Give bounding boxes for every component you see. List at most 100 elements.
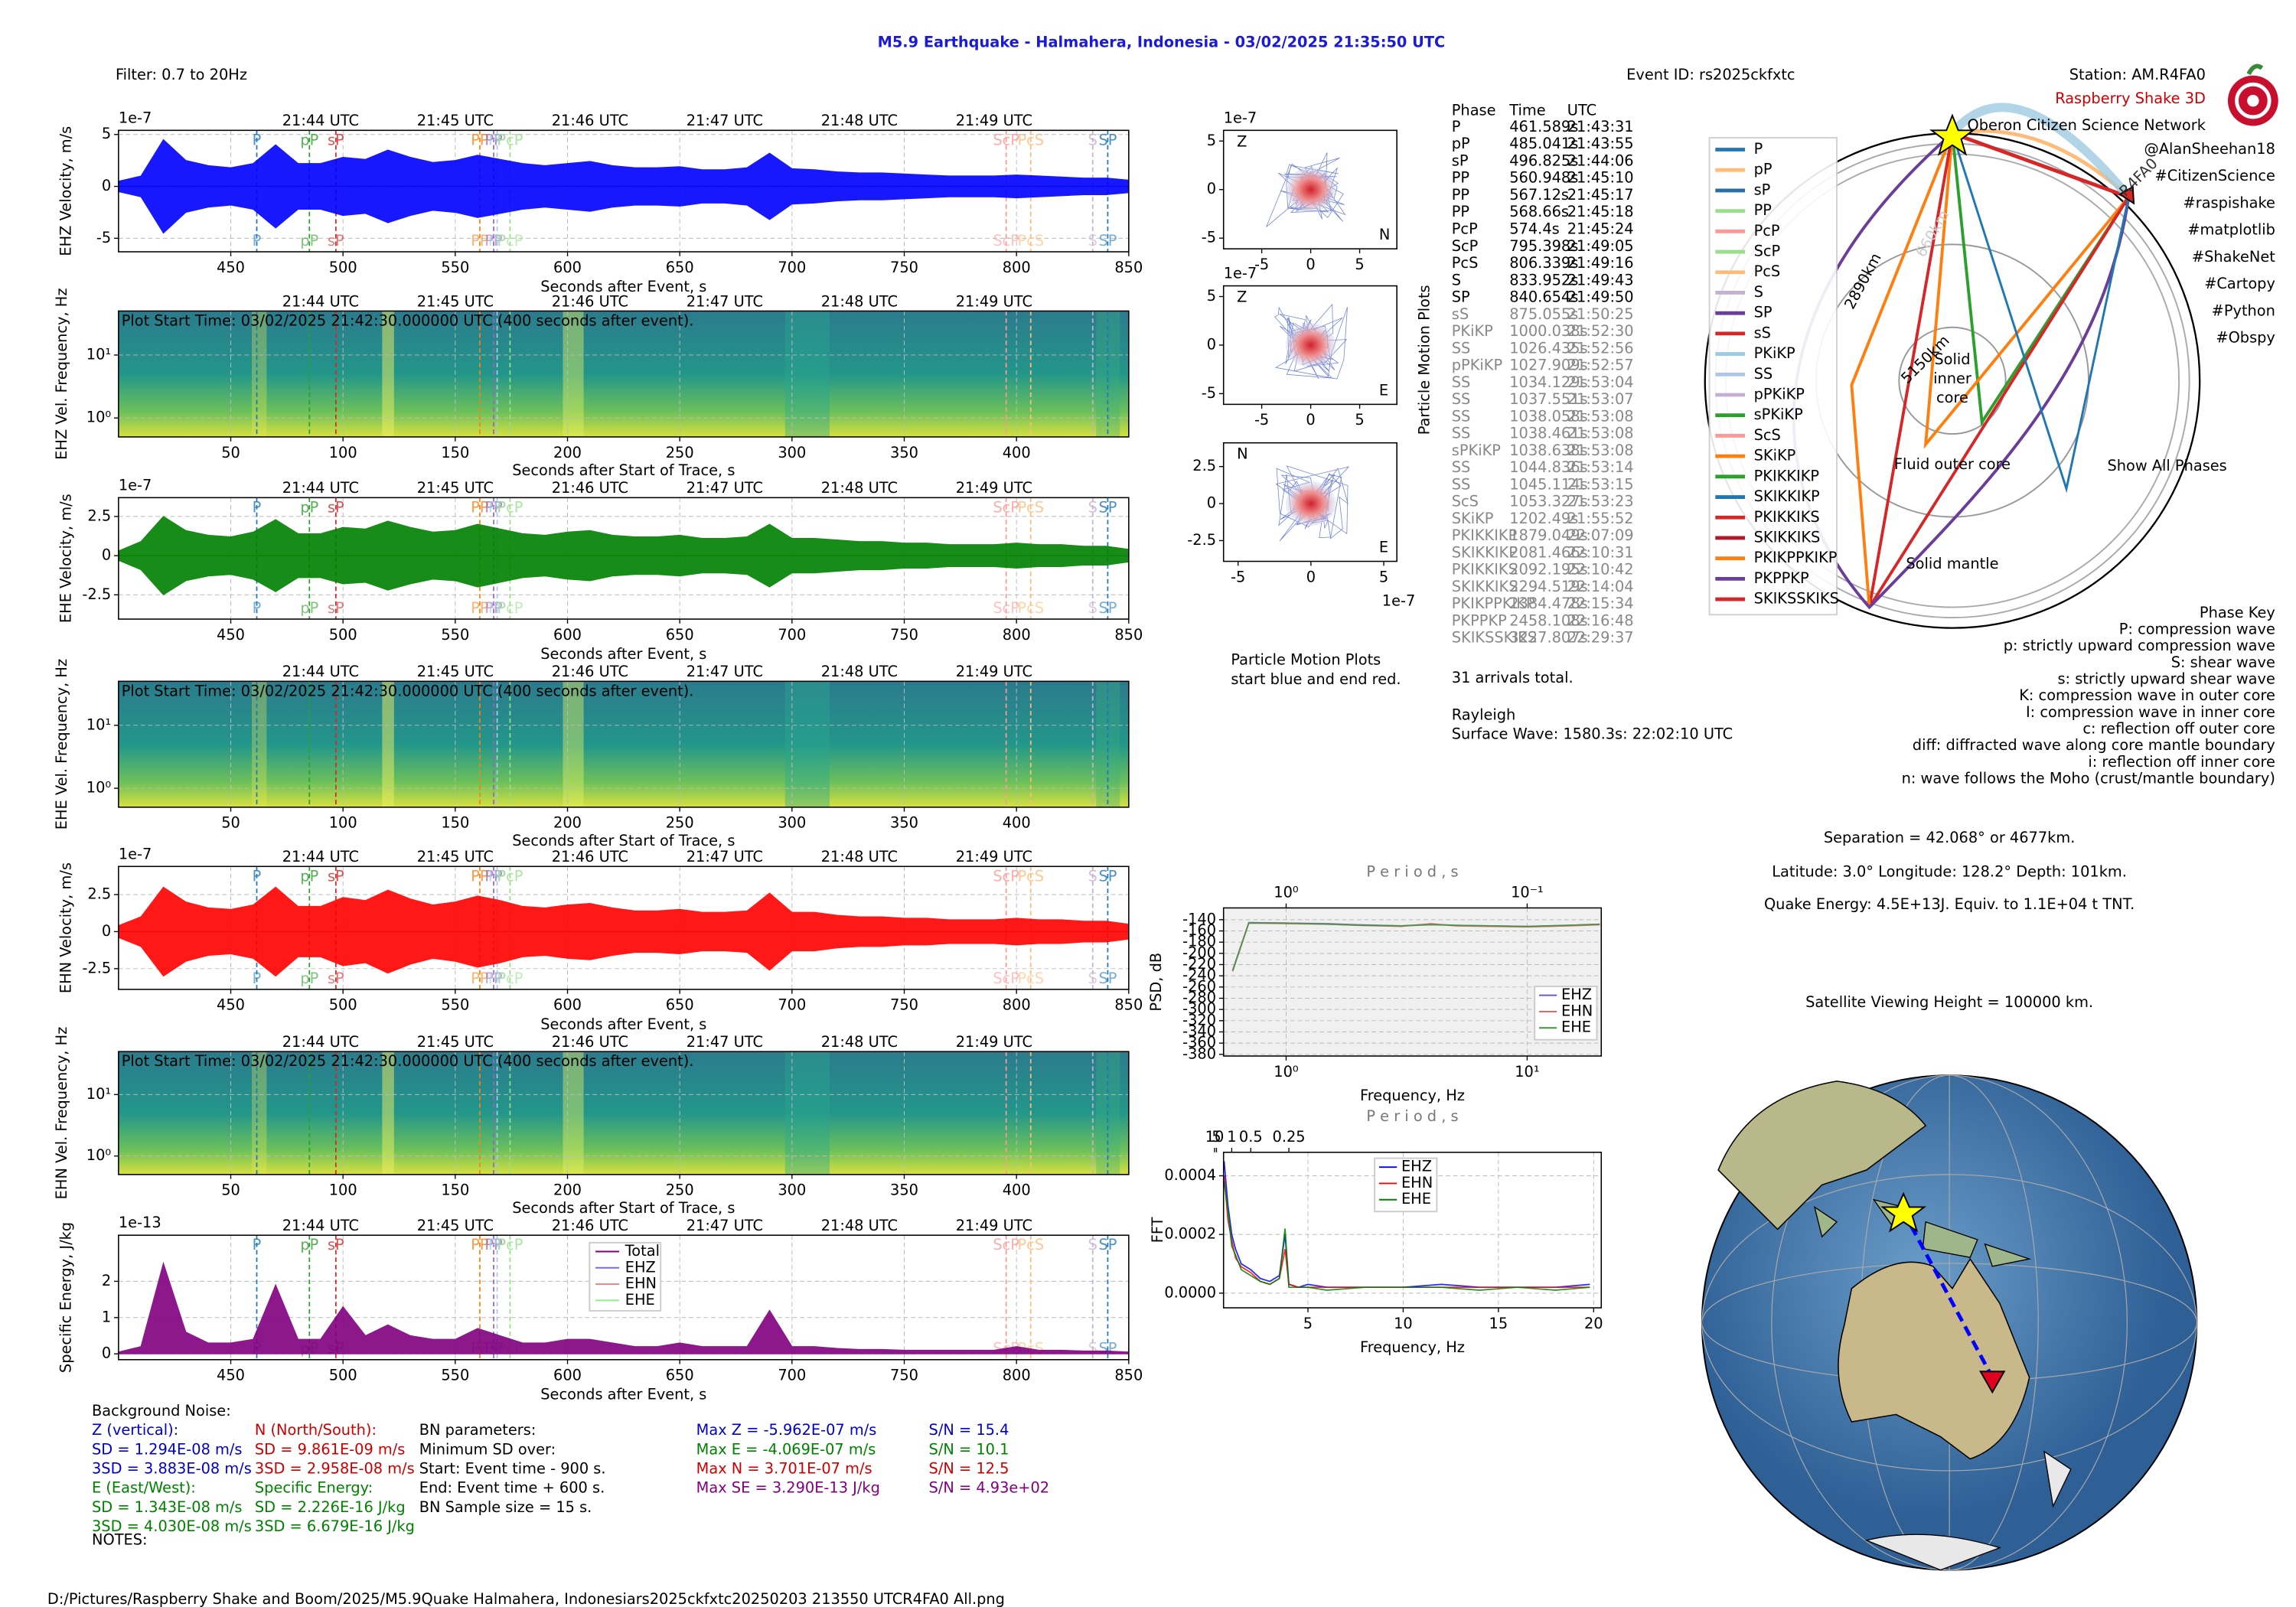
table-utc: 21:45:24 [1567, 220, 1634, 238]
phase-label: PP [471, 867, 488, 885]
y-tick-label: -280 [1182, 989, 1216, 1006]
table-header: Phase [1452, 102, 1496, 119]
legend-label: P [1754, 140, 1763, 158]
x-axis-label: Seconds after Start of Trace, s [512, 832, 735, 849]
phase-label: S [1088, 131, 1097, 148]
energy: Quake Energy: 4.5E+13J. Equiv. to 1.1E+0… [1764, 895, 2135, 913]
x-tick-label: 800 [1003, 1367, 1031, 1384]
legend-label: ScP [1754, 243, 1781, 260]
noise-line: Start: Event time - 900 s. [419, 1460, 606, 1478]
spectrogram-band [563, 311, 584, 437]
phase-label: pP [300, 1236, 318, 1253]
phase-label: PP [488, 498, 506, 516]
inner-core-label: core [1936, 389, 1968, 406]
phase-label: PcP [497, 599, 523, 617]
noise-line: End: Event time + 600 s. [419, 1479, 605, 1497]
phase-label: sP [328, 599, 344, 617]
phase-label: P [253, 1236, 262, 1253]
table-time: 1879.049s [1509, 526, 1587, 544]
utc-tick-label: 21:47 UTC [687, 848, 763, 865]
legend-label: EHN [1401, 1174, 1433, 1191]
y-tick-label: -380 [1182, 1045, 1216, 1062]
plot-frame [1222, 129, 1397, 249]
phase-label: S [1088, 498, 1097, 516]
x-tick-label: 800 [1003, 996, 1031, 1014]
waveform-envelope [118, 931, 1130, 977]
legend-label: EHE [1401, 1190, 1431, 1208]
noise-line: Z (vertical): [92, 1421, 178, 1439]
utc-tick-label: 21:45 UTC [417, 112, 494, 129]
noise-line: E (East/West): [92, 1479, 196, 1497]
y-axis-label: EHN Vel. Frequency, Hz [53, 1027, 70, 1200]
utc-tick-label: 21:44 UTC [282, 479, 359, 497]
phase-label: P [253, 599, 262, 617]
hashtag: #Obspy [2216, 329, 2275, 347]
table-phase: P [1452, 118, 1461, 135]
x-axis-label: Seconds after Start of Trace, s [512, 461, 735, 479]
table-time: 568.66s [1509, 203, 1569, 220]
legend-label: sS [1754, 324, 1771, 341]
spectrogram-band [784, 311, 830, 437]
x-tick-label: 200 [553, 444, 582, 461]
table-phase: PKiKP [1452, 322, 1493, 340]
legend-label: sP [1754, 181, 1771, 198]
period-tick-label: 1 [1227, 1128, 1236, 1146]
table-utc: 22:07:09 [1567, 526, 1634, 544]
table-phase: sPKiKP [1452, 442, 1501, 459]
x-tick-label: 50 [221, 814, 240, 832]
y-tick-label: 5 [1207, 132, 1216, 149]
table-utc: 21:43:31 [1567, 118, 1634, 135]
table-time: 1044.836s [1509, 458, 1587, 476]
table-phase: pP [1452, 135, 1470, 152]
x-tick-label: 5 [1355, 411, 1364, 429]
noise-line: S/N = 12.5 [929, 1460, 1009, 1478]
axis-exponent: 1e-13 [119, 1214, 161, 1231]
table-time: 1026.435s [1509, 339, 1587, 357]
legend-label: SKIKSSKIKS [1754, 590, 1839, 608]
noise-line: S/N = 10.1 [929, 1440, 1009, 1458]
phase-label: S [1088, 1340, 1097, 1358]
hashtag: #Python [2212, 302, 2275, 319]
x-tick-label: 350 [890, 1182, 918, 1199]
noise-line: Background Noise: [92, 1402, 231, 1420]
axis-exponent: 1e-7 [1224, 109, 1257, 126]
table-phase: SS [1452, 458, 1471, 476]
waveform-envelope [118, 886, 1130, 932]
noise-line: 3SD = 3.883E-08 m/s [92, 1460, 252, 1478]
x-tick-label: 750 [890, 259, 918, 276]
axis-exponent: 1e-7 [1382, 592, 1416, 609]
x-axis-label: Seconds after Event, s [540, 1386, 706, 1403]
phase-label: PP [488, 867, 506, 885]
utc-tick-label: 21:44 UTC [282, 663, 359, 680]
globe [1701, 1074, 2198, 1571]
phase-label: sP [328, 232, 344, 249]
waveform-envelope [118, 516, 1130, 556]
y-axis-label: PSD, dB [1147, 953, 1165, 1012]
legend-label: SS [1754, 365, 1773, 383]
phase-label: PcS [1017, 599, 1044, 617]
legend-label: PcS [1754, 262, 1781, 280]
phase-key-line: s: strictly upward shear wave [2057, 670, 2275, 688]
plot-start-note: Plot Start Time: 03/02/2025 21:42:30.000… [122, 1052, 694, 1070]
phase-label: PP [471, 599, 488, 617]
table-utc: 21:53:08 [1567, 407, 1634, 425]
legend-label: PKIKKIKS [1754, 508, 1820, 526]
y-tick-label: 10⁰ [86, 409, 112, 426]
table-utc: 21:45:17 [1567, 186, 1634, 204]
phase-label: PcP [497, 867, 523, 885]
legend-label: PcP [1754, 222, 1780, 240]
y-tick-label: -2.5 [1187, 531, 1216, 549]
phase-key-line: I: compression wave in inner core [2026, 703, 2275, 721]
noise-line: SD = 9.861E-09 m/s [255, 1440, 405, 1458]
x-tick-label: 350 [890, 444, 918, 461]
y-tick-label: 0 [102, 546, 111, 564]
phase-label: S [1088, 599, 1097, 617]
x-tick-label: 650 [666, 996, 694, 1014]
phase-key-line: i: reflection off inner core [2088, 753, 2275, 771]
legend-label: EHE [625, 1291, 655, 1309]
utc-tick-label: 21:49 UTC [956, 1217, 1032, 1234]
table-utc: 21:45:18 [1567, 203, 1634, 220]
y-tick-label: 2.5 [87, 885, 111, 903]
x-tick-label: 300 [778, 1182, 806, 1199]
spectrogram-band [252, 1051, 267, 1175]
